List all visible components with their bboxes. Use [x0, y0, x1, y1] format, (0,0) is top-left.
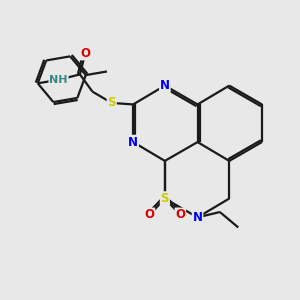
Text: NH: NH [49, 75, 68, 85]
Text: O: O [80, 46, 90, 59]
Text: S: S [160, 192, 169, 205]
Text: S: S [107, 96, 116, 110]
Text: O: O [175, 208, 185, 221]
Text: O: O [144, 208, 154, 221]
Text: N: N [128, 136, 138, 148]
Text: N: N [160, 79, 170, 92]
Text: N: N [193, 211, 202, 224]
